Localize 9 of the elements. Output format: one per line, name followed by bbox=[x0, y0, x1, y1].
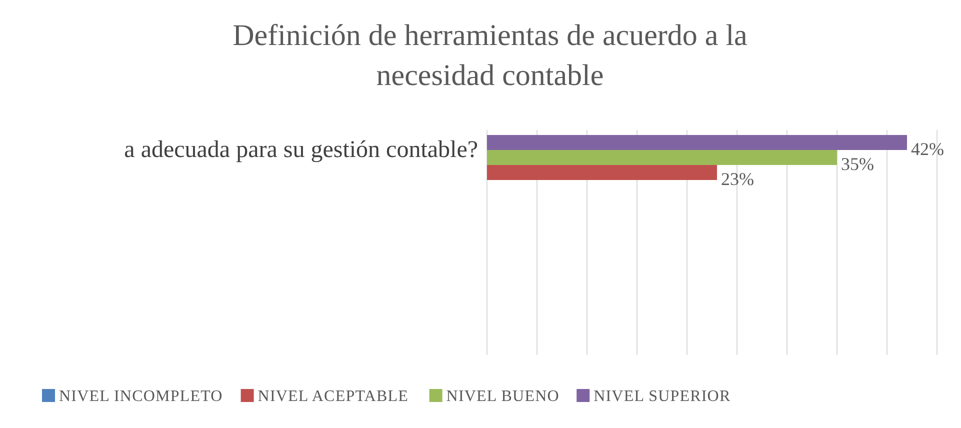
data-label: 23% bbox=[721, 169, 754, 189]
data-label: 35% bbox=[841, 154, 874, 174]
legend-label: NIVEL BUENO bbox=[446, 388, 560, 405]
y-tick-label: a adecuada para su gestión contable? bbox=[124, 137, 478, 163]
legend-label: NIVEL ACEPTABLE bbox=[258, 388, 408, 405]
legend-label: NIVEL SUPERIOR bbox=[594, 388, 731, 405]
legend-label: NIVEL INCOMPLETO bbox=[59, 388, 223, 405]
chart-title: Definición de herramientas de acuerdo a la necesidad contable bbox=[232, 19, 748, 92]
data-label: 42% bbox=[911, 139, 944, 159]
